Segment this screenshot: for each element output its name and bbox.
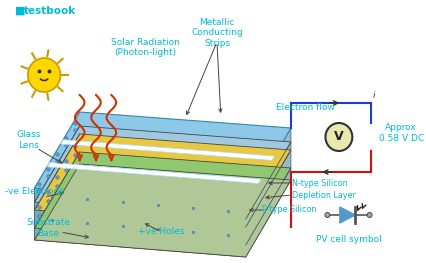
Polygon shape: [35, 202, 245, 227]
Text: PV cell symbol: PV cell symbol: [315, 235, 380, 245]
Text: ■: ■: [15, 6, 26, 16]
Text: Electron flow: Electron flow: [275, 103, 334, 112]
Text: V: V: [333, 130, 343, 144]
Circle shape: [28, 58, 60, 92]
Polygon shape: [35, 164, 290, 257]
Text: Glass
Lens: Glass Lens: [17, 130, 41, 150]
Polygon shape: [35, 126, 290, 219]
Text: -ve Electrons: -ve Electrons: [5, 188, 64, 196]
Polygon shape: [35, 152, 290, 245]
Text: Approx
0.58 V DC: Approx 0.58 V DC: [378, 123, 423, 143]
Text: Solar Radiation
(Photon-light): Solar Radiation (Photon-light): [110, 38, 179, 57]
Text: testbook: testbook: [24, 6, 76, 16]
Polygon shape: [35, 210, 245, 245]
Polygon shape: [47, 163, 260, 183]
Polygon shape: [35, 188, 245, 219]
Circle shape: [324, 213, 329, 218]
Text: N-type Silicon: N-type Silicon: [291, 179, 347, 188]
Text: i: i: [371, 92, 374, 100]
Text: P-type Silicon: P-type Silicon: [262, 205, 316, 215]
Polygon shape: [245, 128, 290, 257]
Polygon shape: [35, 112, 290, 205]
Circle shape: [325, 123, 351, 151]
Polygon shape: [35, 134, 290, 227]
Polygon shape: [60, 140, 274, 160]
Text: +ve Holes: +ve Holes: [138, 227, 184, 236]
Polygon shape: [339, 207, 354, 223]
Circle shape: [366, 213, 371, 218]
Text: Depletion Layer: Depletion Layer: [291, 190, 355, 200]
Polygon shape: [35, 112, 80, 240]
Text: Substrate
Base: Substrate Base: [26, 218, 70, 238]
Polygon shape: [35, 228, 245, 257]
Text: Metallic
Conducting
Strips: Metallic Conducting Strips: [191, 18, 242, 48]
